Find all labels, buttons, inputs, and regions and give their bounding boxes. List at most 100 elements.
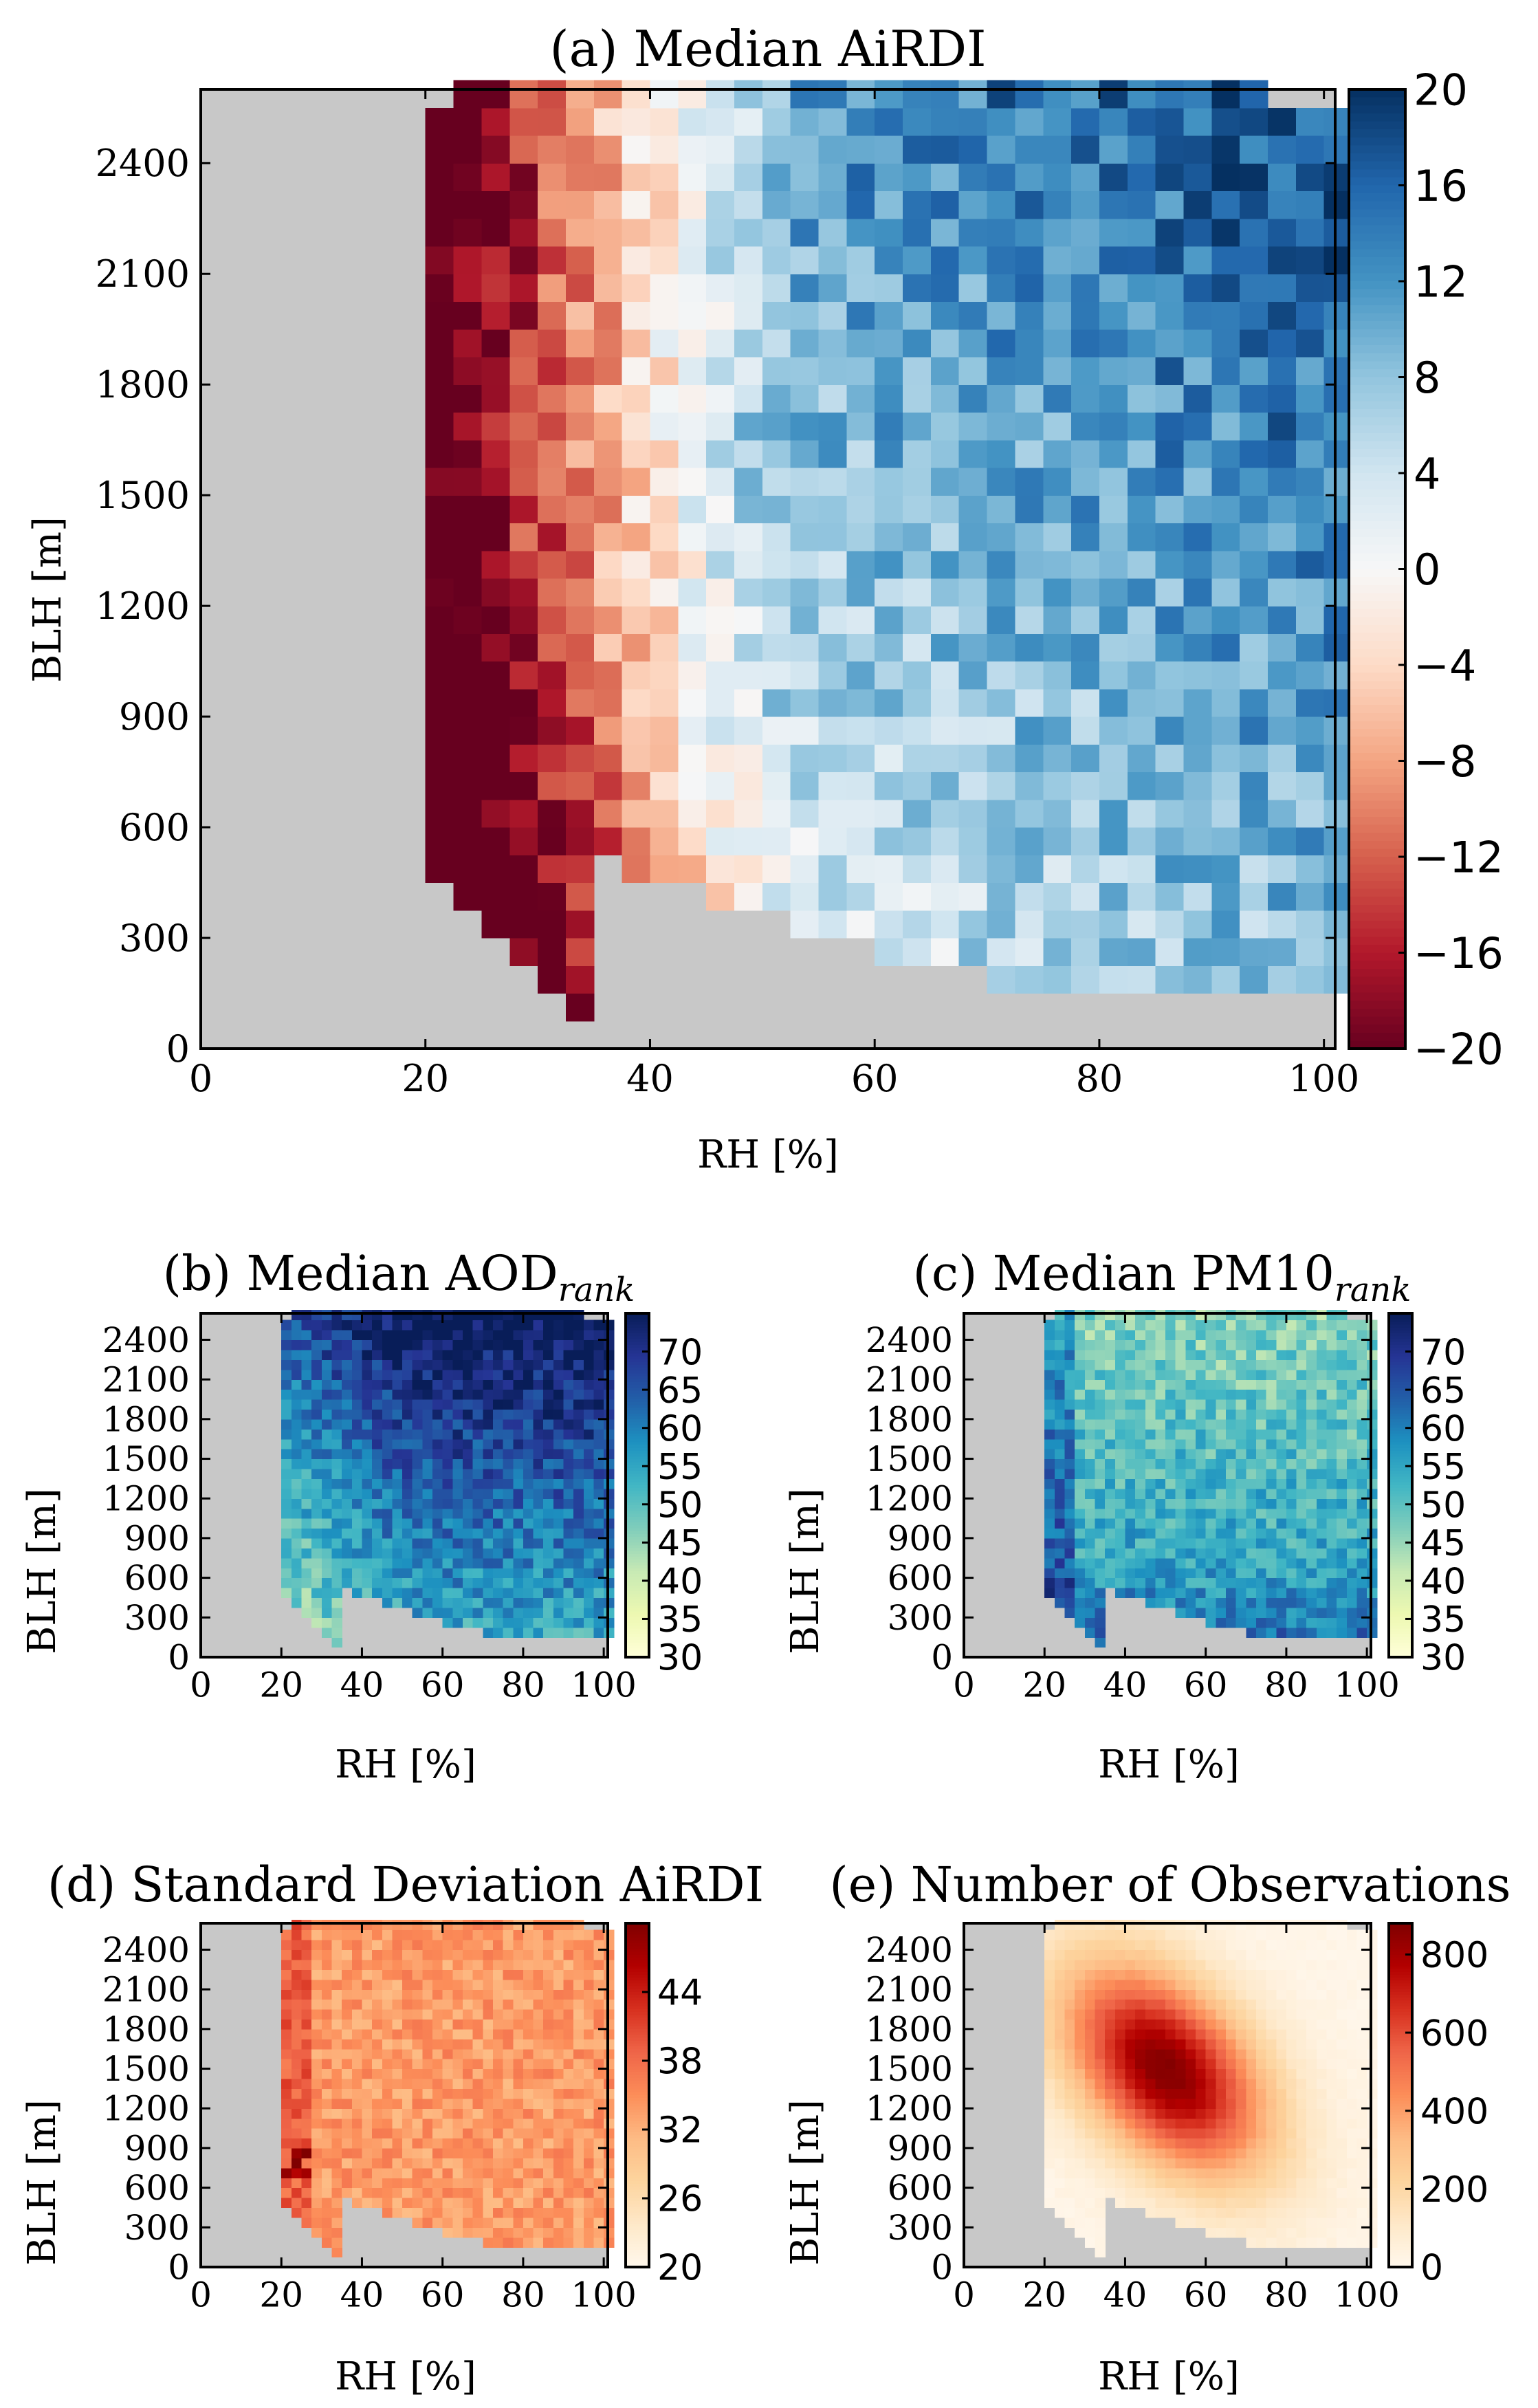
heat-cell <box>1064 1349 1075 1360</box>
heat-cell <box>1084 1458 1096 1469</box>
heat-cell <box>1095 1607 1106 1618</box>
heat-cell <box>1276 1330 1287 1341</box>
heat-cell <box>382 2178 393 2189</box>
heat-cell <box>553 1597 564 1608</box>
heat-cell <box>372 1528 383 1539</box>
heat-cell <box>331 1920 342 1931</box>
heat-cell <box>1267 163 1297 192</box>
heat-cell <box>1235 1449 1246 1460</box>
colorbar-segment <box>626 1316 649 1320</box>
heat-cell <box>1155 495 1185 524</box>
heat-cell <box>1255 1528 1267 1539</box>
heat-cell <box>1105 1478 1116 1489</box>
colorbar-segment <box>1389 1577 1412 1581</box>
heat-cell <box>1326 1359 1337 1370</box>
y-tick-label: 1200 <box>102 2089 190 2129</box>
heat-cell <box>462 1438 474 1449</box>
heat-cell <box>1286 1349 1297 1360</box>
heat-cell <box>1255 1478 1267 1489</box>
heat-cell <box>1356 1508 1367 1519</box>
heat-cell <box>331 2247 342 2258</box>
colorbar-segment <box>1349 129 1405 138</box>
heat-cell <box>342 1498 353 1509</box>
colorbar-segment <box>626 1631 649 1635</box>
heat-cell <box>563 1959 574 1970</box>
heat-cell <box>523 1568 534 1579</box>
heat-cell <box>563 1518 574 1529</box>
heat-cell <box>492 1959 504 1970</box>
heat-cell <box>678 633 707 662</box>
heat-cell <box>472 1478 483 1489</box>
heat-cell <box>1114 1478 1126 1489</box>
heat-cell <box>1205 1359 1216 1370</box>
heat-cell <box>1267 356 1297 385</box>
heat-cell <box>563 1999 574 2010</box>
heat-cell <box>362 1449 373 1460</box>
heat-cell <box>472 1498 483 1509</box>
heat-cell <box>281 1468 292 1479</box>
heat-cell <box>321 2108 333 2119</box>
heat-cell <box>1155 135 1185 164</box>
heat-cell <box>650 661 679 690</box>
heat-cell <box>818 356 847 385</box>
heat-cell <box>351 1929 363 1940</box>
heat-cell <box>342 2078 353 2089</box>
heat-cell <box>513 1588 524 1599</box>
heat-cell <box>930 439 960 468</box>
heat-cell <box>846 799 875 828</box>
heat-cell <box>481 633 510 662</box>
colorbar-segment <box>1349 880 1405 890</box>
heat-cell <box>650 771 679 800</box>
heat-cell <box>553 1349 564 1360</box>
heat-cell <box>281 1577 292 1588</box>
heat-cell <box>291 2138 303 2149</box>
heat-cell <box>481 799 510 828</box>
heat-cell <box>1054 1508 1066 1519</box>
heat-cell <box>1105 1548 1116 1559</box>
heat-cell <box>492 1458 504 1469</box>
colorbar-segment <box>1389 1445 1412 1449</box>
heat-cell <box>351 1419 363 1430</box>
heat-cell <box>583 1438 595 1449</box>
heat-cell <box>1306 1339 1317 1350</box>
heat-cell <box>533 1940 544 1951</box>
heat-cell <box>1155 439 1185 468</box>
colorbar-tick-label: 45 <box>1420 1523 1466 1564</box>
heat-cell <box>311 2059 322 2070</box>
heat-cell <box>930 218 960 247</box>
heat-cell <box>311 1498 322 1509</box>
heat-cell <box>483 2237 494 2248</box>
heat-cell <box>1043 716 1072 745</box>
heat-cell <box>432 1548 443 1559</box>
heat-cell <box>706 882 735 911</box>
heat-cell <box>402 2019 413 2030</box>
heat-cell <box>1255 1468 1267 1479</box>
heat-cell <box>1071 274 1100 303</box>
heat-cell <box>281 2068 292 2079</box>
heat-cell <box>513 2108 524 2119</box>
heat-cell <box>1155 1330 1166 1341</box>
heat-cell <box>1246 1617 1257 1628</box>
heat-cell <box>1044 2158 1055 2169</box>
heat-cell <box>622 190 651 219</box>
heat-cell <box>372 1548 383 1559</box>
heat-cell <box>543 2009 554 2020</box>
heat-cell <box>1296 1429 1307 1440</box>
heat-cell <box>281 1409 292 1420</box>
heat-cell <box>563 2028 574 2039</box>
colorbar-segment <box>626 1568 649 1572</box>
heat-cell <box>472 2009 483 2020</box>
heat-cell <box>382 1409 393 1420</box>
heat-cell <box>432 1320 443 1331</box>
colorbar-segment <box>626 2064 649 2068</box>
colorbar-segment <box>626 1336 649 1340</box>
y-tick-label: 900 <box>119 695 190 738</box>
heat-cell <box>706 163 735 192</box>
heat-cell <box>533 1617 544 1628</box>
heat-cell <box>563 1597 574 1608</box>
colorbar-segment <box>626 1528 649 1532</box>
heat-cell <box>1044 2187 1055 2198</box>
heat-cell <box>573 2108 584 2119</box>
heat-cell <box>593 1438 604 1449</box>
heat-cell <box>706 467 735 496</box>
